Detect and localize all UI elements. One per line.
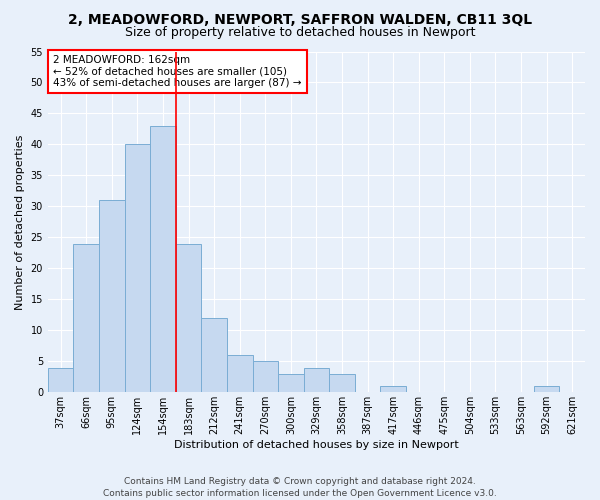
Bar (534, 386, 559, 392)
Bar (227, 355, 253, 393)
Bar (278, 374, 304, 392)
Bar (176, 244, 202, 392)
Bar (48, 368, 73, 392)
Bar (380, 386, 406, 392)
Y-axis label: Number of detached properties: Number of detached properties (15, 134, 25, 310)
Bar (202, 318, 227, 392)
Bar (73, 244, 99, 392)
Bar (150, 126, 176, 392)
Text: 2, MEADOWFORD, NEWPORT, SAFFRON WALDEN, CB11 3QL: 2, MEADOWFORD, NEWPORT, SAFFRON WALDEN, … (68, 12, 532, 26)
Bar (253, 362, 278, 392)
X-axis label: Distribution of detached houses by size in Newport: Distribution of detached houses by size … (174, 440, 459, 450)
Text: 2 MEADOWFORD: 162sqm
← 52% of detached houses are smaller (105)
43% of semi-deta: 2 MEADOWFORD: 162sqm ← 52% of detached h… (53, 55, 302, 88)
Text: Size of property relative to detached houses in Newport: Size of property relative to detached ho… (125, 26, 475, 39)
Text: Contains HM Land Registry data © Crown copyright and database right 2024.
Contai: Contains HM Land Registry data © Crown c… (103, 476, 497, 498)
Bar (125, 144, 150, 392)
Bar (99, 200, 125, 392)
Bar (329, 374, 355, 392)
Bar (304, 368, 329, 392)
